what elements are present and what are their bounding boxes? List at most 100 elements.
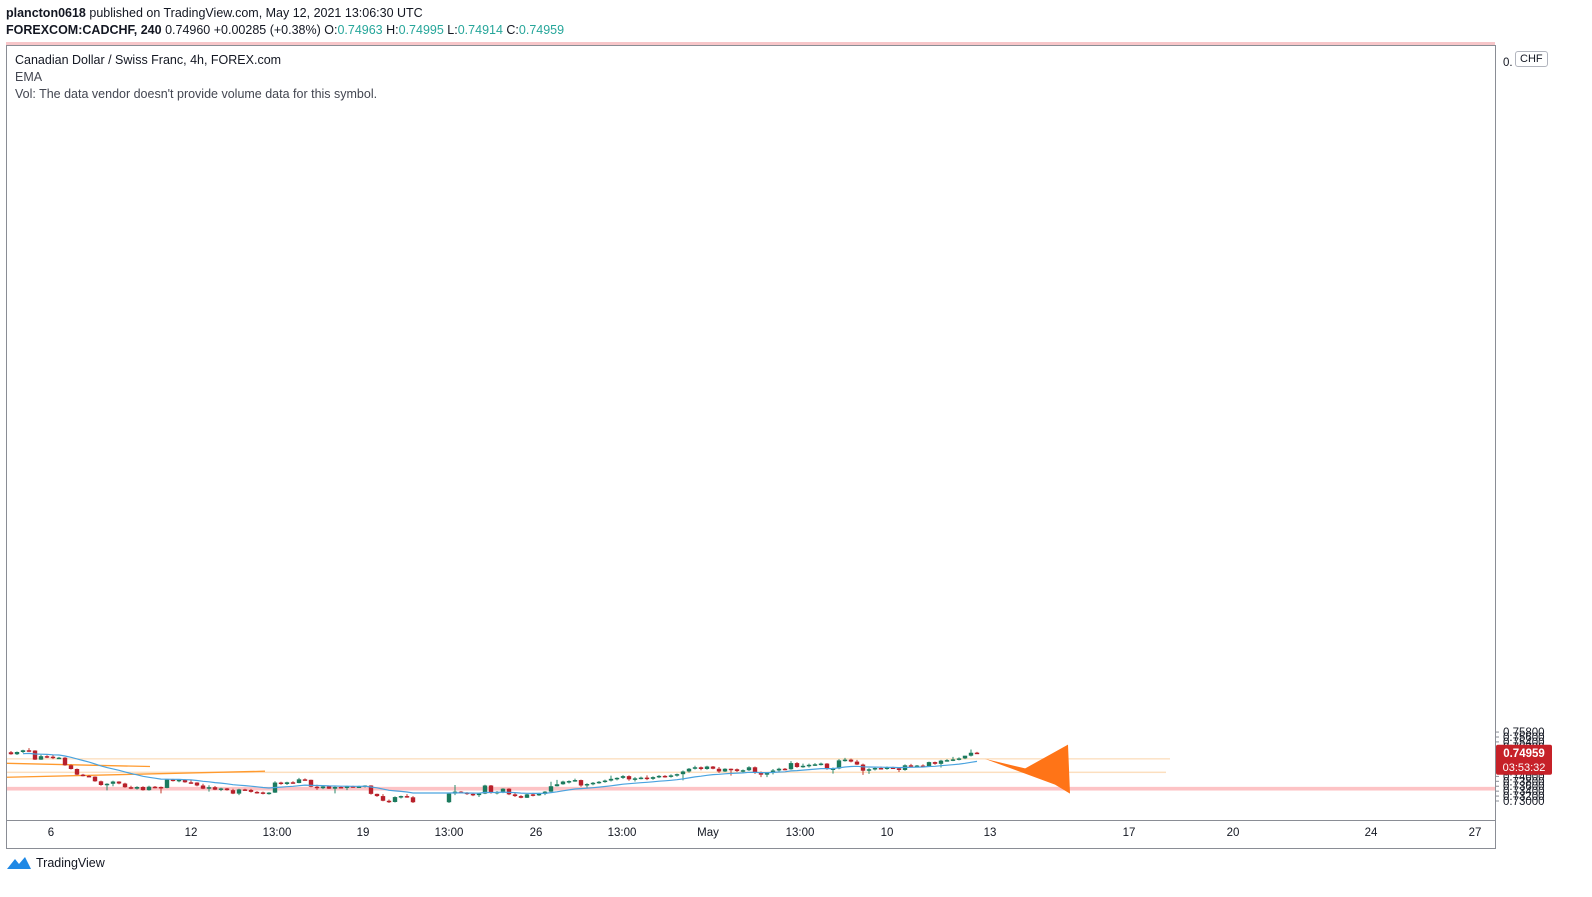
candle-body	[212, 787, 218, 790]
candle-layer	[8, 748, 980, 803]
candle-body	[740, 770, 746, 772]
candle-body	[278, 782, 284, 785]
publisher-name[interactable]: plancton0618	[6, 6, 86, 20]
candle-body	[596, 781, 602, 784]
candle-body	[668, 775, 674, 777]
price-tag-box	[1496, 744, 1552, 775]
ema-line	[22, 752, 978, 795]
candle-body	[140, 786, 146, 791]
candle-body	[878, 768, 884, 770]
time-tick-label: 24	[1365, 827, 1378, 839]
candle-body	[104, 783, 110, 786]
candle-body	[296, 779, 302, 784]
candle-body	[302, 779, 308, 781]
candle-body	[476, 793, 482, 796]
time-tick-label: 13	[984, 827, 997, 839]
price-tick-label: 0.73400	[1503, 786, 1545, 798]
candle-body	[932, 762, 938, 764]
legend-ema[interactable]: EMA	[15, 70, 43, 84]
candle-body	[566, 781, 572, 783]
price-tag-countdown: 03:53:32	[1503, 762, 1546, 774]
candle-body	[608, 778, 614, 781]
candle-body	[14, 752, 20, 755]
candle-body	[926, 762, 932, 767]
candle-body	[218, 788, 224, 790]
candle-body	[632, 778, 638, 780]
candle-body	[698, 767, 704, 769]
candle-body	[308, 779, 314, 787]
candle-body	[662, 775, 668, 778]
candle-body	[518, 796, 524, 798]
time-tick-label: 13:00	[608, 827, 637, 839]
candle-body	[752, 767, 758, 773]
candle-body	[710, 766, 716, 769]
time-tick-label: 19	[357, 827, 370, 839]
candle-body	[824, 763, 830, 769]
candle-body	[224, 788, 230, 791]
candle-body	[314, 786, 320, 789]
candle-body	[200, 785, 206, 789]
footer-brand[interactable]: TradingView	[36, 856, 105, 870]
candle-body	[950, 759, 956, 761]
low-label: L:	[447, 23, 458, 37]
candle-body	[686, 768, 692, 772]
candle-body	[866, 769, 872, 771]
chart-legend: Canadian Dollar / Swiss Franc, 4h, FOREX…	[15, 52, 377, 103]
currency-badge[interactable]: CHF	[1515, 51, 1548, 67]
price-tick-label: 0.75600	[1503, 732, 1545, 744]
candle-body	[578, 780, 584, 786]
candle-body	[254, 791, 260, 794]
candle-body	[908, 765, 914, 767]
candle-body	[620, 776, 626, 778]
price-tick-label-partial: 0.	[1503, 57, 1513, 69]
candle-body	[728, 768, 734, 771]
time-axis[interactable]: 6 12 13:00 19 13:00 26 13:00 May 13:00 10 13 17 20 24…	[48, 827, 1482, 839]
candle-body	[722, 768, 728, 772]
candle-body	[410, 797, 416, 803]
candle-body	[8, 752, 14, 755]
candle-body	[344, 786, 350, 788]
candle-body	[782, 768, 788, 771]
price-tick-label: 0.73600	[1503, 781, 1545, 793]
time-tick-label: 10	[881, 827, 894, 839]
time-tick-label: 20	[1227, 827, 1240, 839]
candle-body	[68, 765, 74, 769]
candle-body	[548, 786, 554, 792]
candle-body	[62, 757, 68, 766]
candle-body	[962, 755, 968, 759]
low-value: 0.74914	[457, 23, 503, 37]
zone-demand	[7, 786, 1495, 791]
candle-body	[290, 782, 296, 784]
legend-title[interactable]: Canadian Dollar / Swiss Franc, 4h, FOREX…	[15, 53, 282, 67]
direction-arrow	[985, 744, 1070, 794]
candle-body	[788, 763, 794, 770]
candle-body	[500, 788, 506, 792]
candle-body	[674, 774, 680, 776]
candle-body	[182, 779, 188, 783]
tradingview-logo-icon	[7, 857, 31, 869]
high-value: 0.74995	[398, 23, 444, 37]
candle-body	[380, 796, 386, 801]
time-tick-label: 13:00	[435, 827, 464, 839]
time-tick-label: 13:00	[786, 827, 815, 839]
candle-body	[584, 784, 590, 786]
open-value: 0.74963	[337, 23, 383, 37]
candle-body	[656, 775, 662, 778]
candle-body	[152, 786, 158, 789]
candle-body	[266, 792, 272, 795]
candle-body	[800, 765, 806, 768]
candle-body	[350, 786, 356, 788]
price-tag: 0.74959 03:53:32	[1496, 744, 1552, 775]
candle-body	[776, 768, 782, 771]
symbol-label[interactable]: FOREXCOM:CADCHF, 240	[6, 23, 162, 37]
candle-body	[146, 786, 152, 791]
time-tick-label: May	[697, 827, 719, 839]
candle-body	[242, 789, 248, 791]
candle-body	[890, 767, 896, 770]
published-text: published on TradingView.com, May 12, 20…	[89, 6, 423, 20]
candle-body	[812, 764, 818, 766]
candle-body	[554, 784, 560, 787]
candle-body	[122, 783, 128, 788]
price-axis[interactable]: 0.730000.732000.734000.736000.738000.740…	[1495, 57, 1545, 808]
